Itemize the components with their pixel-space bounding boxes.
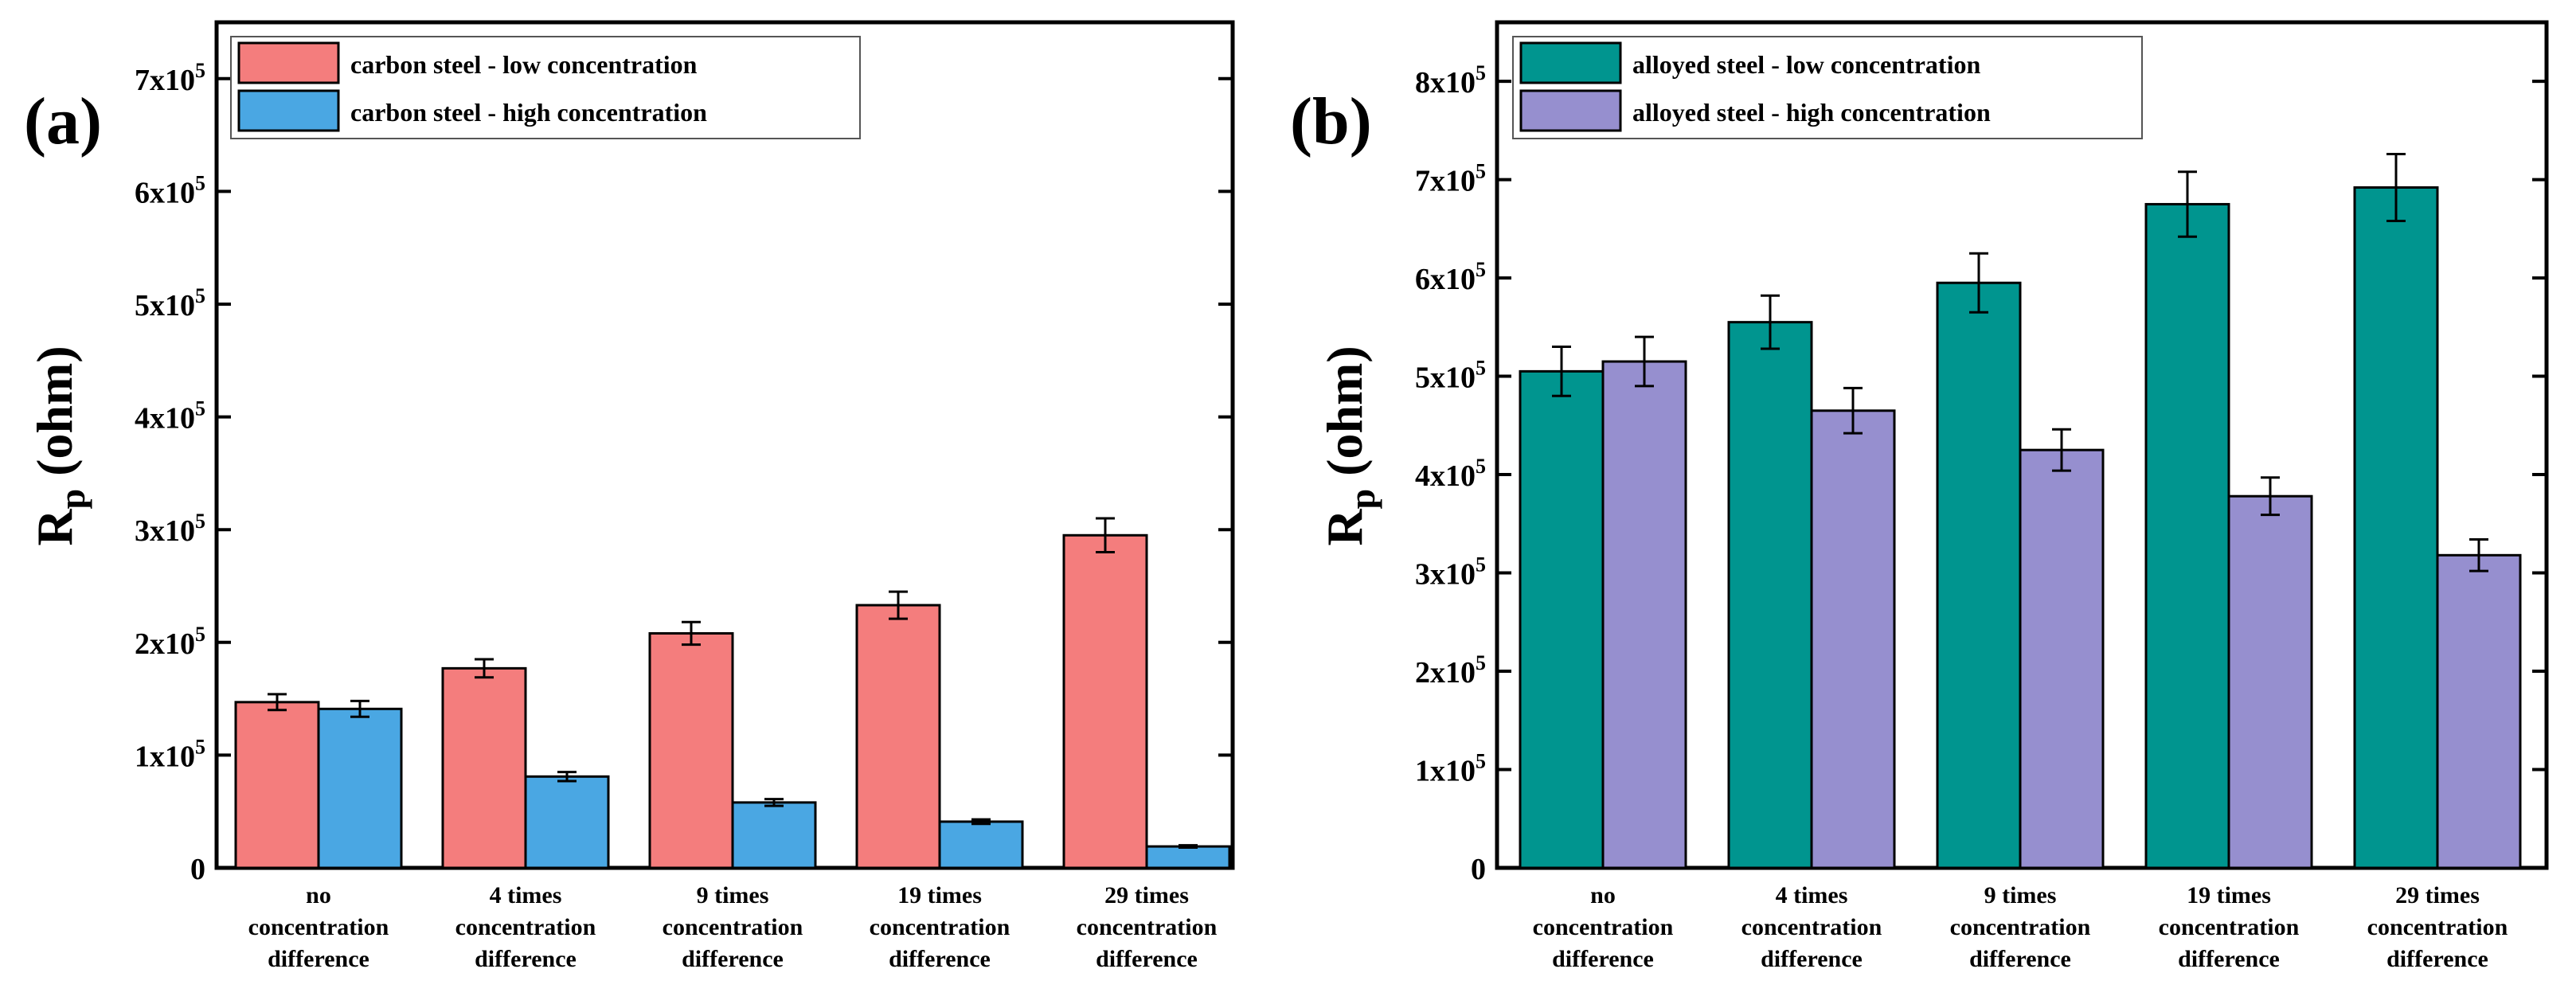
y-tick-label: 0 xyxy=(190,853,205,886)
error-bar-low-2 xyxy=(682,620,701,647)
error-bar-high-4 xyxy=(1179,844,1198,850)
error-bar-high-2 xyxy=(764,798,784,807)
panel-label: (b) xyxy=(1290,84,1372,158)
error-bar-high-0 xyxy=(350,699,369,718)
error-bar-low-4 xyxy=(2386,152,2406,222)
x-category-label: 9 times concentration difference xyxy=(1950,882,2091,972)
y-tick-label: 1x105 xyxy=(1415,750,1486,788)
y-tick-label: 6x105 xyxy=(1415,258,1486,296)
legend-swatch xyxy=(1519,89,1622,132)
bar-high-2 xyxy=(731,801,817,869)
y-tick-label: 4x105 xyxy=(1415,455,1486,493)
bar-high-0 xyxy=(317,707,403,869)
error-bar-low-1 xyxy=(1761,294,1780,350)
error-bar-low-4 xyxy=(1096,517,1115,554)
x-category-label: no concentration difference xyxy=(1533,882,1674,972)
y-axis-label: Rp (ohm) xyxy=(1316,346,1382,545)
y-tick-label: 5x105 xyxy=(135,284,205,322)
bar-low-0 xyxy=(234,701,320,869)
error-bar-low-3 xyxy=(889,590,908,620)
y-tick-label: 7x105 xyxy=(1415,160,1486,198)
y-tick-label: 2x105 xyxy=(135,623,205,661)
error-bar-low-3 xyxy=(2178,170,2197,238)
bar-high-4 xyxy=(1145,845,1231,869)
legend-label: alloyed steel - low concentration xyxy=(1632,50,1980,79)
x-category-label: 9 times concentration difference xyxy=(663,882,803,972)
y-tick-label: 6x105 xyxy=(135,171,205,209)
error-bar-high-1 xyxy=(557,771,577,783)
error-bar-high-4 xyxy=(2469,538,2488,572)
y-tick-label: 3x105 xyxy=(1415,553,1486,592)
bar-low-4 xyxy=(2353,186,2439,869)
legend: carbon steel - low concentration carbon s… xyxy=(230,36,861,139)
legend-swatch xyxy=(1519,41,1622,84)
error-bar-high-3 xyxy=(971,818,991,826)
bar-low-1 xyxy=(441,666,527,869)
x-category-label: 19 times concentration difference xyxy=(2159,882,2300,972)
chart-panel-b: 0 1x105 2x105 3x105 4x105 5x105 6x105 7x105 8x10… xyxy=(1290,20,2549,972)
bar-high-3 xyxy=(2227,494,2313,869)
x-category-label: 29 times concentration difference xyxy=(2367,882,2508,972)
y-tick-label: 8x105 xyxy=(1415,61,1486,100)
x-category-label: 4 times concentration difference xyxy=(455,882,596,972)
error-bar-low-0 xyxy=(268,693,287,712)
bar-high-1 xyxy=(1810,409,1896,869)
x-category-label: no concentration difference xyxy=(248,882,389,972)
bar-low-2 xyxy=(1936,281,2022,869)
y-tick-label: 7x105 xyxy=(135,59,205,97)
bar-high-1 xyxy=(524,775,610,869)
error-bar-high-0 xyxy=(1635,335,1654,388)
bar-low-3 xyxy=(855,604,941,869)
legend-label: carbon steel - low concentration xyxy=(350,50,698,79)
legend-swatch xyxy=(237,41,340,84)
bar-low-2 xyxy=(648,631,734,869)
y-axis-label: Rp (ohm) xyxy=(26,346,92,545)
error-bar-low-1 xyxy=(475,658,494,679)
bar-high-2 xyxy=(2019,448,2105,869)
error-bar-low-2 xyxy=(1969,252,1988,314)
y-tick-label: 3x105 xyxy=(135,510,205,548)
x-category-label: 4 times concentration difference xyxy=(1741,882,1882,972)
error-bar-high-3 xyxy=(2261,476,2280,517)
y-tick-label: 4x105 xyxy=(135,397,205,436)
bar-low-4 xyxy=(1062,533,1148,869)
error-bar-low-0 xyxy=(1552,346,1571,397)
error-bar-high-1 xyxy=(1843,386,1863,435)
y-tick-label: 2x105 xyxy=(1415,651,1486,690)
y-tick-label: 5x105 xyxy=(1415,357,1486,395)
legend: alloyed steel - low concentration alloyed… xyxy=(1512,36,2143,139)
error-bar-high-2 xyxy=(2052,428,2071,472)
bar-low-0 xyxy=(1519,369,1605,869)
legend-label: alloyed steel - high concentration xyxy=(1632,98,1991,127)
chart-panel-a: 0 1x105 2x105 3x105 4x105 5x105 6x105 7x105 no co… xyxy=(24,20,1235,972)
y-tick-label: 0 xyxy=(1471,853,1486,886)
y-tick-label: 1x105 xyxy=(135,735,205,773)
bar-low-1 xyxy=(1727,321,1813,869)
bar-high-0 xyxy=(1601,360,1687,869)
x-category-label: 19 times concentration difference xyxy=(870,882,1010,972)
panel-label: (a) xyxy=(24,84,102,158)
legend-label: carbon steel - high concentration xyxy=(350,98,707,127)
x-category-label: 29 times concentration difference xyxy=(1077,882,1218,972)
legend-swatch xyxy=(237,89,340,132)
bar-high-3 xyxy=(938,820,1024,869)
bar-high-4 xyxy=(2436,553,2522,869)
bar-low-3 xyxy=(2144,202,2230,869)
